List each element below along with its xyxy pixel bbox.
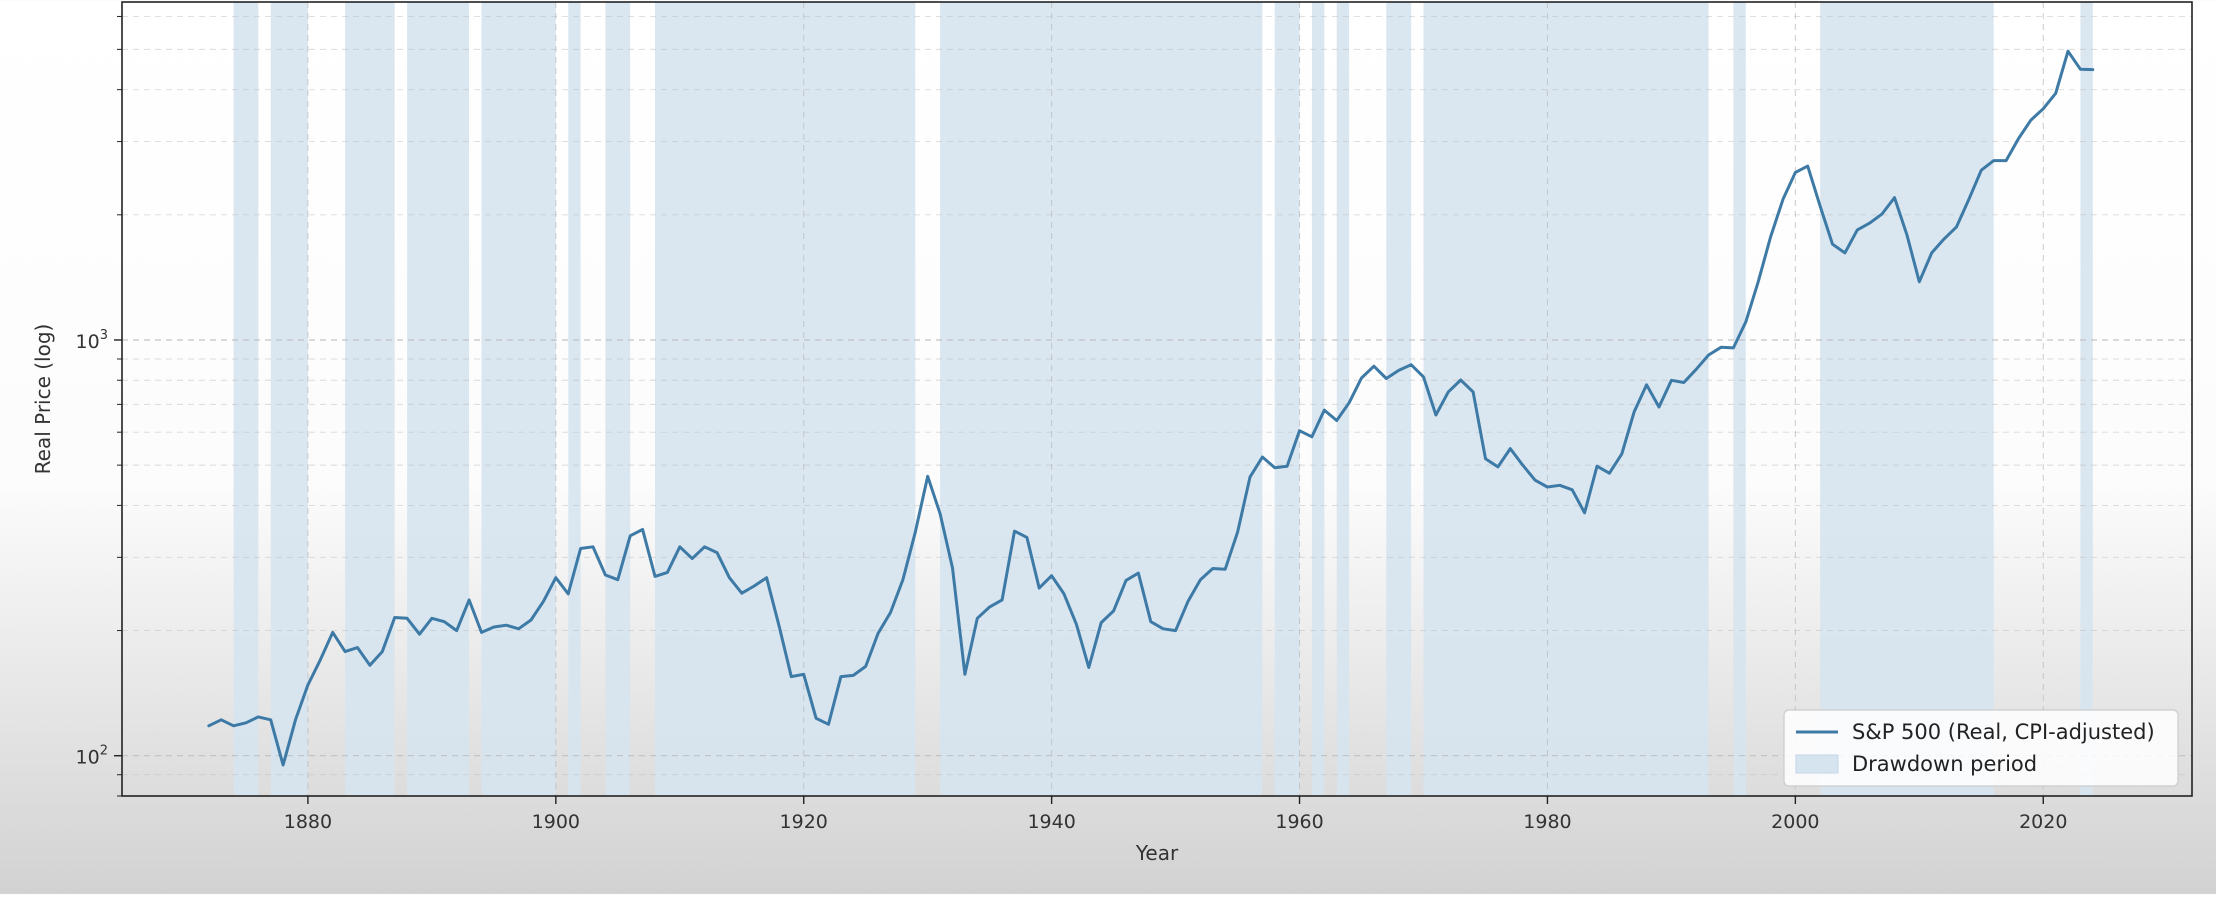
x-tick-label: 1940: [1027, 811, 1075, 833]
x-tick-label: 1960: [1275, 811, 1323, 833]
sp500-line: [207, 49, 2095, 767]
x-tick-label: 1880: [284, 811, 332, 833]
drawdown-band: [1336, 2, 1350, 796]
drawdown-band: [270, 2, 308, 796]
drawdown-band: [481, 2, 556, 796]
plot-frame: [121, 1, 2193, 797]
legend-label: S&P 500 (Real, CPI-adjusted): [1852, 720, 2155, 744]
drawdown-band: [568, 2, 581, 796]
gridlines: [122, 2, 2192, 797]
drawdown-band: [1820, 2, 1994, 796]
x-tick-label: 2020: [2019, 811, 2067, 833]
x-tick-label: 1980: [1523, 811, 1571, 833]
x-tick-label: 1900: [532, 811, 580, 833]
y-tick-label: 102: [76, 744, 108, 769]
y-tick-label: 103: [76, 328, 108, 353]
x-axis-title: Year: [1135, 841, 1179, 865]
tick-labels: 1880 1900 1920 1940 1960 1980 2000 2020 102 103: [76, 328, 2068, 833]
drawdown-band: [605, 2, 631, 796]
drawdown-band: [345, 2, 395, 796]
drawdown-band: [1386, 2, 1412, 796]
drawdown-band: [940, 2, 1263, 796]
drawdown-band: [2080, 2, 2093, 796]
drawdown-band: [1274, 2, 1300, 796]
drawdown-band: [407, 2, 470, 796]
x-tick-label: 2000: [1771, 811, 1819, 833]
drawdown-band: [1311, 2, 1325, 796]
axes: [114, 1, 2193, 804]
drawdown-band: [654, 2, 916, 796]
drawdown-band: [1423, 2, 1709, 796]
legend-box: [1783, 709, 2179, 787]
legend-patch-swatch: [1795, 754, 1839, 774]
y-axis-title: Real Price (log): [31, 324, 55, 475]
drawdown-band: [233, 2, 259, 796]
x-tick-label: 1920: [780, 811, 828, 833]
price-series: [207, 49, 2095, 767]
drawdown-shading: [233, 2, 2093, 796]
legend: S&P 500 (Real, CPI-adjusted) Drawdown per…: [1783, 709, 2179, 787]
legend-label: Drawdown period: [1852, 752, 2037, 776]
drawdown-band: [1733, 2, 1746, 796]
